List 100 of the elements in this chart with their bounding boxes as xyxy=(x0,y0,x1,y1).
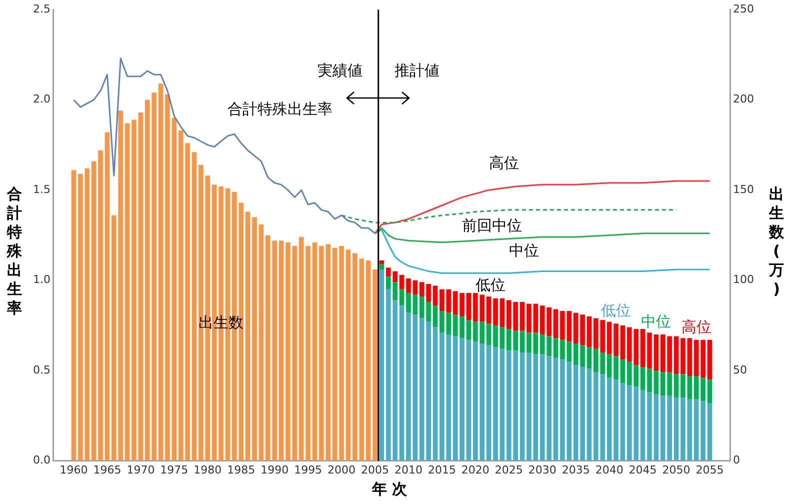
bar xyxy=(674,398,679,461)
bar xyxy=(466,292,472,320)
bar xyxy=(674,374,679,398)
y-tick-label: 2.5 xyxy=(32,2,50,16)
series-label: 低位 xyxy=(475,276,506,294)
bar xyxy=(680,398,686,461)
x-tick-label: 2005 xyxy=(361,463,390,476)
y-tick-label: 1.5 xyxy=(32,182,50,196)
x-tick-label: 1990 xyxy=(260,463,289,476)
bar xyxy=(526,332,532,353)
text: 中位 xyxy=(641,312,672,330)
bar xyxy=(553,309,558,338)
bar xyxy=(432,286,438,306)
bar xyxy=(520,352,525,461)
x-tick-label: 1985 xyxy=(227,463,256,476)
bar xyxy=(586,316,592,348)
bar xyxy=(258,224,264,461)
x-tick-label: 2020 xyxy=(461,463,490,476)
bar xyxy=(466,320,472,340)
bar xyxy=(138,112,144,461)
bar xyxy=(379,264,384,270)
series-label: 前回中位 xyxy=(462,216,522,234)
bar xyxy=(432,306,438,328)
bar xyxy=(486,345,492,461)
y2-tick-label: 50 xyxy=(733,363,748,376)
bar xyxy=(399,289,404,306)
bar xyxy=(500,298,505,328)
x-axis-title: 年 次 xyxy=(372,480,408,499)
series-label: 高位 xyxy=(488,154,519,172)
y-tick-label: 0.5 xyxy=(32,363,50,376)
bar xyxy=(104,132,110,461)
bar xyxy=(680,338,686,374)
x-tick-label: 2025 xyxy=(494,463,523,476)
bar xyxy=(346,250,351,461)
bar xyxy=(647,332,652,369)
annotation: 推計値 xyxy=(394,61,440,80)
bar xyxy=(586,368,592,461)
annotation: 実績値 xyxy=(317,61,362,80)
y-axis-title: 合計特殊出生率 xyxy=(6,185,23,318)
x-tick-label: 2000 xyxy=(328,463,356,476)
bar xyxy=(372,269,378,461)
bar xyxy=(286,242,290,461)
x-tick-label: 1980 xyxy=(194,463,222,476)
bar xyxy=(606,322,612,354)
bar xyxy=(172,118,177,461)
bar xyxy=(379,260,384,264)
bar xyxy=(586,347,592,369)
bar xyxy=(98,150,103,461)
x-tick-label: 2045 xyxy=(628,463,657,476)
bar xyxy=(640,329,646,367)
bar xyxy=(707,340,712,380)
x-tick-label: 2030 xyxy=(528,463,556,476)
series-label: 高位 xyxy=(681,318,712,336)
bar xyxy=(654,394,659,461)
bar xyxy=(432,327,438,461)
series-label: 合計特殊出生率 xyxy=(228,100,333,118)
bar xyxy=(674,336,679,374)
bar xyxy=(91,161,96,461)
bar xyxy=(654,334,659,371)
bar xyxy=(620,360,626,384)
bar xyxy=(614,324,618,356)
bar xyxy=(493,347,498,461)
bar xyxy=(553,358,558,461)
y2-axis-title: 出生数(万) xyxy=(768,185,785,299)
y-tick-label: 0.0 xyxy=(32,454,50,467)
y2-tick-label: 150 xyxy=(733,182,754,196)
bar xyxy=(192,152,197,461)
bar xyxy=(165,94,170,461)
x-tick-label: 1975 xyxy=(160,463,188,476)
bar xyxy=(654,370,659,394)
x-tick-label: 2040 xyxy=(595,463,624,476)
bar xyxy=(406,312,411,461)
y2-tick-label: 0 xyxy=(733,454,740,467)
bar xyxy=(493,325,498,348)
bar xyxy=(366,260,371,461)
bar xyxy=(533,332,538,354)
x-tick-label: 2015 xyxy=(428,463,456,476)
bar xyxy=(406,278,411,293)
bar xyxy=(399,274,404,290)
bar xyxy=(553,338,558,358)
bar xyxy=(526,304,532,333)
bar xyxy=(707,380,712,404)
bar xyxy=(379,269,384,461)
series-label: 中位 xyxy=(508,242,539,260)
bar xyxy=(606,378,612,461)
bar xyxy=(640,366,646,390)
bar xyxy=(680,374,686,398)
x-tick-label: 1970 xyxy=(126,463,155,476)
bar xyxy=(533,354,538,461)
y2-tick-label: 200 xyxy=(733,92,754,106)
bar xyxy=(500,348,505,461)
bar xyxy=(124,123,130,461)
x-tick-label: 1960 xyxy=(60,463,88,476)
bar xyxy=(158,84,164,461)
bar xyxy=(486,296,492,324)
bar xyxy=(412,314,418,461)
bar xyxy=(687,338,692,376)
text: 低位 xyxy=(601,302,632,320)
bar xyxy=(606,354,612,378)
x-tick-label: 2050 xyxy=(662,463,690,476)
